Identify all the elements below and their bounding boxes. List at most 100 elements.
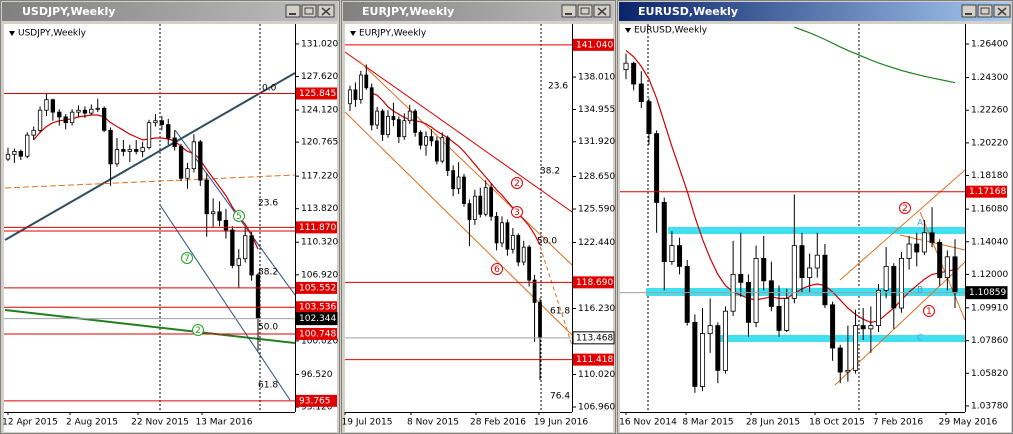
y-tick-label: 1.09910 [971,303,1008,313]
level-label: 141.040 [576,40,613,50]
level-tag [966,185,1007,198]
moving-average [371,92,541,246]
level-tag [296,327,337,340]
candle-body [638,83,644,103]
candle-body [380,110,385,135]
candle-body [429,136,434,142]
candle-body [243,235,248,260]
candle-body [921,232,927,253]
x-tick-label: 2 Aug 2015 [66,418,118,428]
candle-body [413,110,418,133]
candle-body [661,201,667,262]
candle-body [761,257,767,282]
candle-body [745,281,751,323]
wave-marker [192,324,204,336]
y-tick-label: 125.590 [578,205,615,215]
last-price-label: 102.344 [299,314,336,324]
level-tag [296,281,337,294]
candle-body [521,246,526,263]
candle-body [166,124,171,139]
candle-body [172,137,177,148]
candle-body [738,273,744,283]
candle-body [631,62,637,85]
candle-body [402,120,407,138]
wave-marker [491,263,503,275]
candle-body [707,325,713,335]
level-label: 105.552 [299,283,336,293]
candle-body [937,241,943,278]
candle-body [814,254,820,269]
chart-label: EURJPY,Weekly [359,29,427,39]
candle-body [684,265,690,323]
chart-label: EURUSD,Weekly [634,26,708,36]
candle-body [25,134,30,157]
candle-body [807,267,813,278]
candle-body [853,325,859,371]
candle-body [82,109,88,114]
candle-body [108,129,113,165]
candle-body [715,325,721,371]
candle-body [527,246,532,281]
candle-body [845,369,851,373]
window-title: EURJPY,Weekly [362,5,454,18]
window-buttons[interactable] [285,4,335,18]
level-tag [296,301,337,314]
candle-body [57,111,62,118]
fib-label: 0.0 [262,84,277,94]
y-tick-label: 1.20220 [971,138,1008,148]
x-tick-label: 12 Apr 2015 [2,418,58,428]
fib-label: 61.8 [258,381,278,391]
level-tag [296,394,337,407]
candle-body [784,297,790,331]
y-tick-label: 1.16080 [971,205,1008,215]
candle-body [12,151,17,155]
candle-body [127,149,132,152]
window-buttons[interactable] [561,4,611,18]
y-tick-label: 93.120 [301,403,333,413]
plot-area [345,24,572,412]
y-tick-label: 134.955 [578,105,615,115]
candle-body [418,131,423,146]
candle-body [391,116,396,121]
x-tick-label: 8 Mar 2015 [682,418,733,428]
candle-body [883,265,889,291]
candle-body [830,304,836,349]
candle-body [483,187,488,215]
candle-body [50,99,56,113]
x-tick-label: 28 Feb 2016 [470,418,526,428]
window: EURUSD,Weekly [617,0,1013,434]
candle-body [489,187,494,217]
x-tick-label: 22 Nov 2015 [131,418,189,428]
candle-body [906,243,912,259]
x-tick-label: 29 May 2016 [939,418,998,428]
x-tick-label: 16 Nov 2014 [619,418,677,428]
candle-body [516,235,521,263]
wave-marker [511,177,523,189]
candle-body [538,302,542,339]
y-tick-label: 122.440 [578,238,615,248]
candle-body [722,310,728,371]
candle-body [929,232,935,243]
fib-label: B [917,286,923,296]
candle-body [146,122,152,148]
level-tag [296,221,337,234]
candle-body [63,116,68,124]
wave-marker [233,210,245,222]
level-label: 103.536 [299,303,336,313]
fib-label: 38.2 [540,167,560,177]
candle-body [255,274,261,320]
level-tag [573,353,614,366]
chart-label: USDJPY,Weekly [18,29,87,39]
x-tick-label: 19 Jun 2016 [534,418,588,428]
window-buttons[interactable] [961,4,1011,18]
fib-label: A [917,219,924,229]
candle-body [386,116,390,135]
level-label: 125.845 [299,89,336,99]
wave-label: 3 [514,208,520,218]
fib-label: 23.6 [258,199,278,209]
candle-body [375,110,380,126]
candle-body [776,305,782,331]
x-tick-label: 8 Nov 2015 [407,418,459,428]
candle-body [505,222,510,250]
fib-label: 88.2 [258,268,278,278]
